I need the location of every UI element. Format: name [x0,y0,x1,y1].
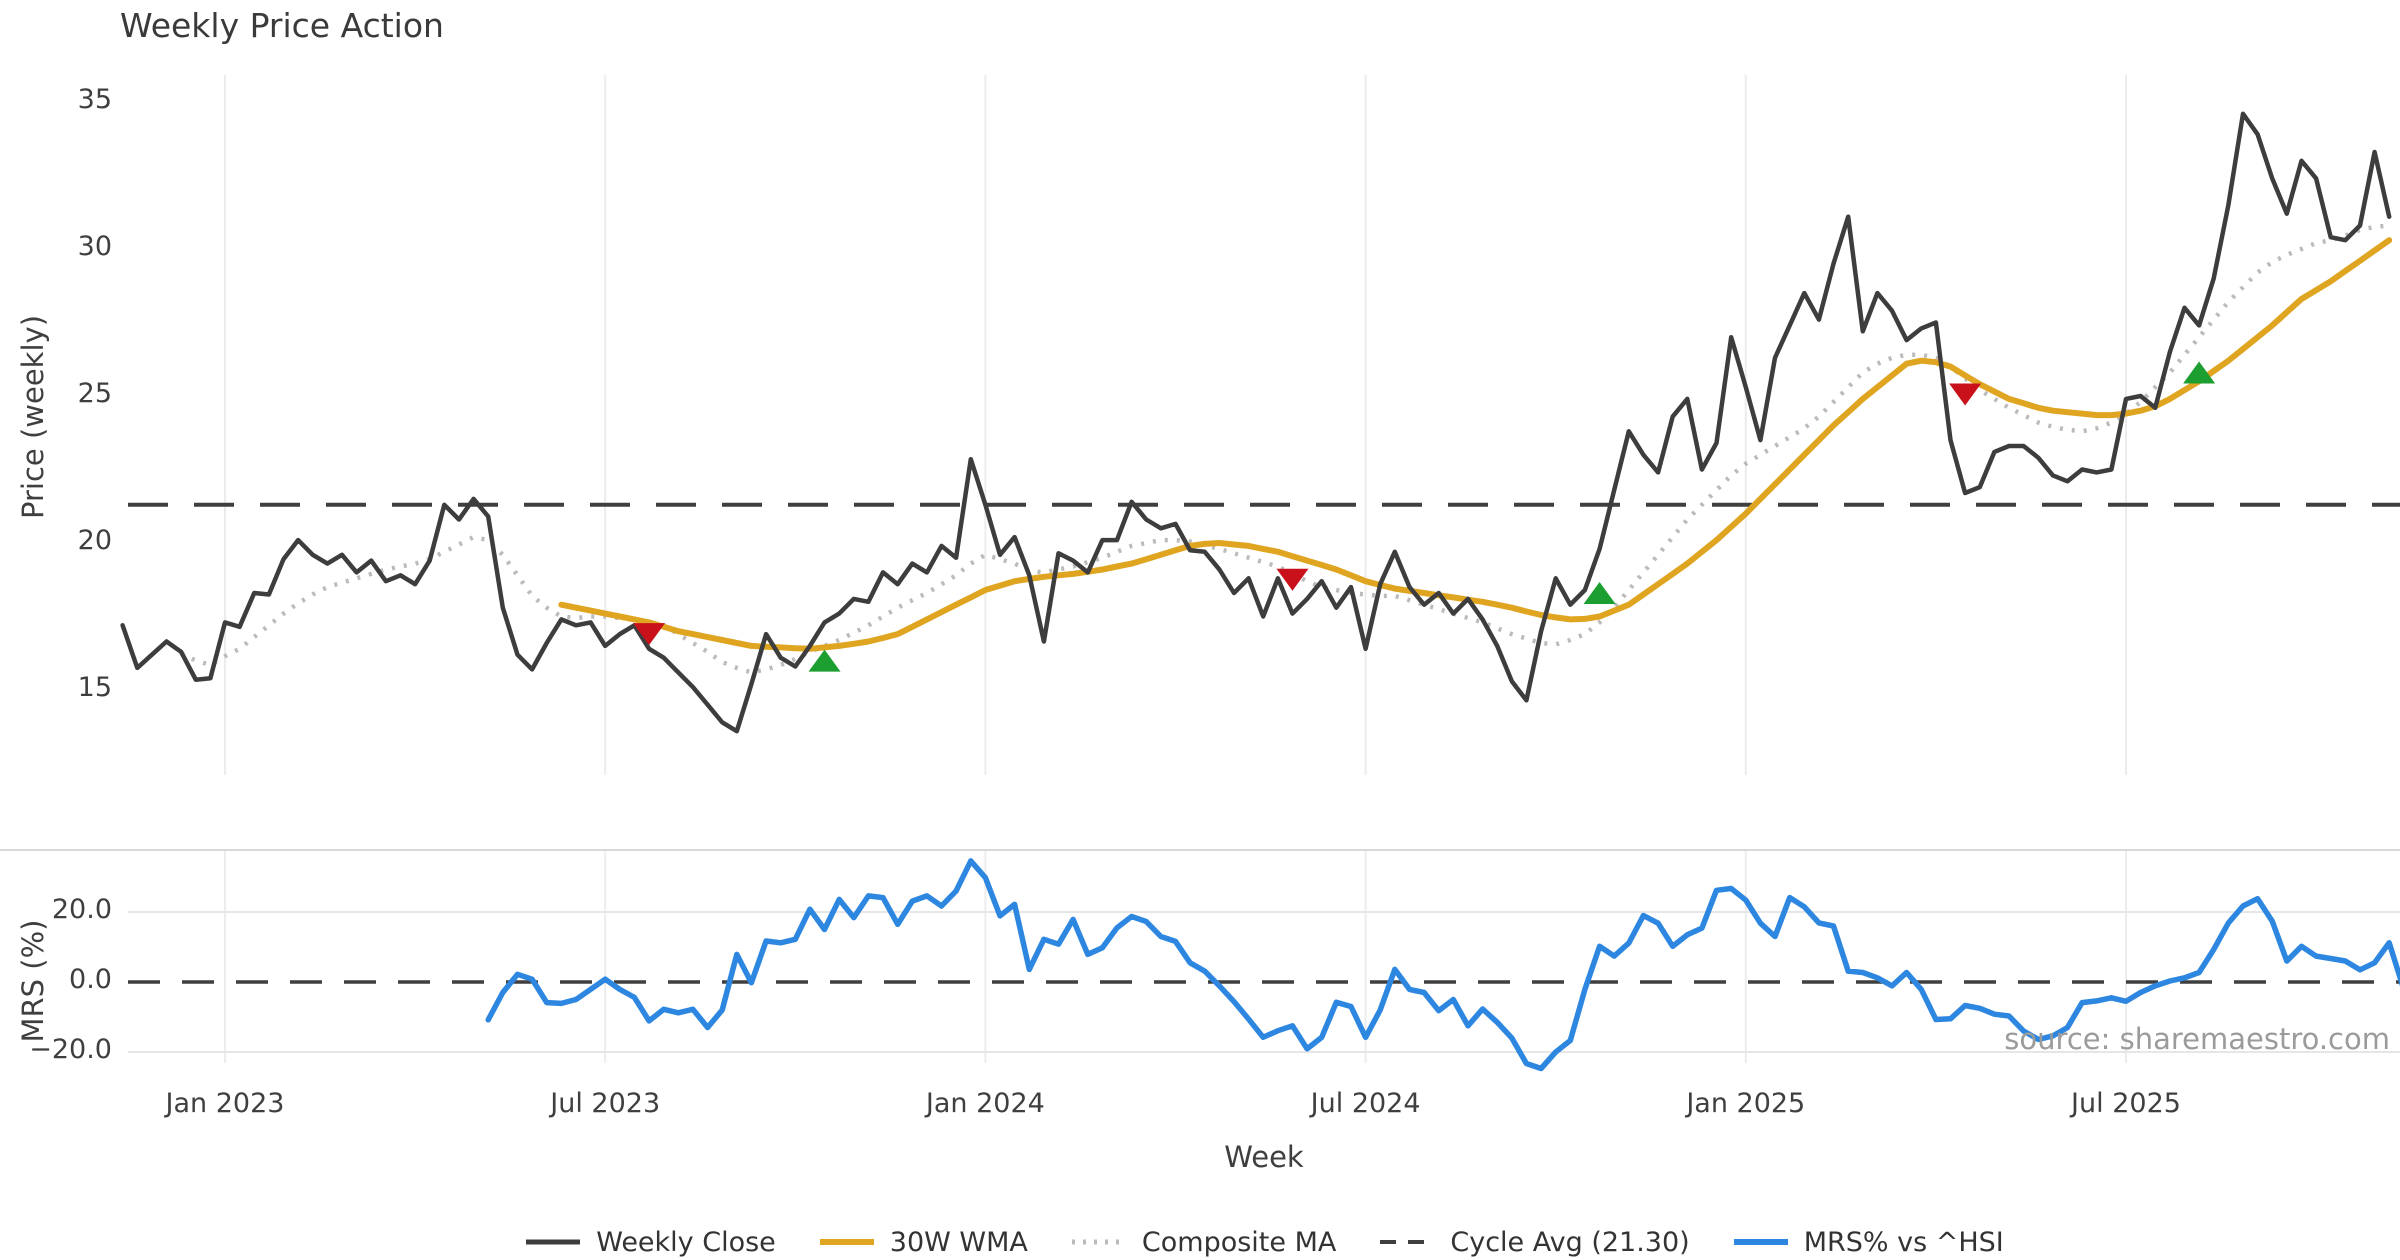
x-tick-label: Jul 2024 [1310,1088,1421,1119]
legend-swatch-solid [526,1239,581,1245]
weekly-close-line [120,111,2392,734]
composite-ma-line [180,223,2390,675]
legend-item: Weekly Close [524,1227,776,1258]
price-tick-label: 25 [77,378,112,409]
mrs-tick-label: −20.0 [29,1034,112,1065]
legend-swatch-dotted [1071,1239,1126,1245]
price-tick-label: 20 [77,525,112,556]
legend-label: Cycle Avg (21.30) [1450,1226,1690,1258]
buy-marker [1583,581,1616,604]
legend-item: Composite MA [1070,1227,1336,1258]
legend-label: Weekly Close [596,1226,776,1258]
price-tick-label: 15 [77,672,112,703]
x-axis-label: Week [1224,1140,1304,1174]
sell-marker [1949,383,1982,406]
x-tick-label: Jul 2023 [550,1088,661,1119]
sell-marker [633,623,666,646]
buy-marker [2183,361,2216,384]
x-tick-label: Jan 2024 [925,1088,1045,1119]
legend: Weekly Close 30W WMA Composite MA Cycle Avg… [128,1224,2400,1260]
price-tick-label: 35 [77,84,112,115]
legend-label: Composite MA [1141,1226,1337,1258]
mrs-tick-label: 0.0 [69,964,112,995]
chart-title: Weekly Price Action [120,6,444,45]
mrs-line [485,858,2400,1072]
legend-label: MRS% vs ^HSI [1803,1226,2004,1258]
legend-swatch-solid [819,1239,874,1245]
legend-item: MRS% vs ^HSI [1732,1227,2004,1258]
legend-swatch-dashed [1380,1240,1435,1244]
sell-marker [1276,568,1309,591]
x-tick-label: Jul 2025 [2071,1088,2181,1119]
legend-swatch-solid [1733,1239,1788,1245]
source-watermark: source: sharemaestro.com [2004,1022,2390,1056]
legend-item: 30W WMA [818,1227,1028,1258]
mrs-tick-label: 20.0 [51,894,112,925]
wma-line [558,237,2393,652]
legend-label: 30W WMA [889,1226,1028,1258]
legend-item: Cycle Avg (21.30) [1378,1226,1690,1258]
price-axis-label: Price (weekly) [16,314,50,519]
price-tick-label: 30 [77,231,112,262]
buy-marker [808,649,841,672]
x-tick-label: Jan 2025 [1686,1088,1806,1119]
x-tick-label: Jan 2023 [165,1088,285,1119]
